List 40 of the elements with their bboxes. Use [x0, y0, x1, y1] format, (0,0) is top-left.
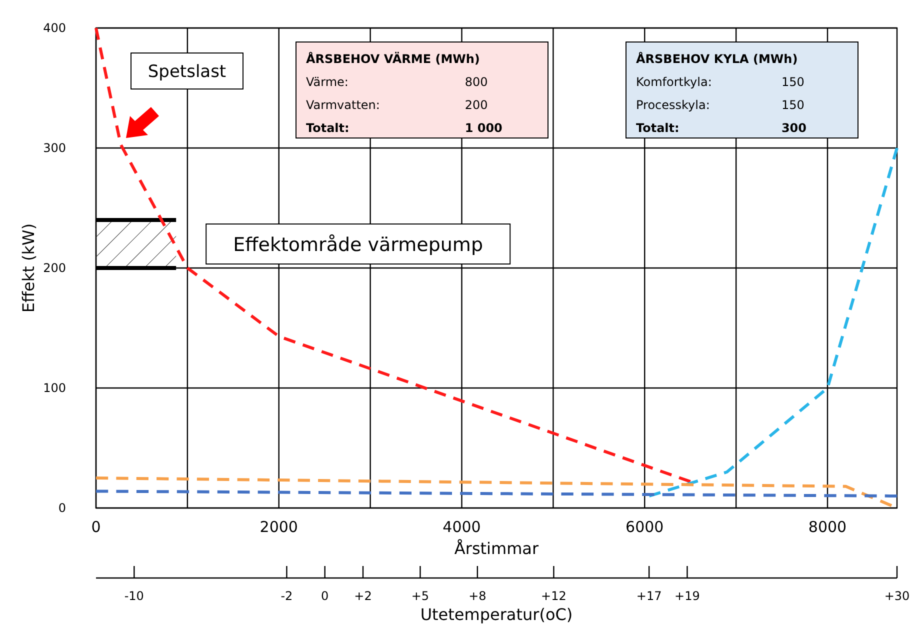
annotation: Varmvatten:	[306, 98, 380, 112]
x2-tick-label: +2	[354, 589, 372, 603]
x-axis-title: Årstimmar	[454, 539, 539, 558]
x2-tick-label: +8	[468, 589, 486, 603]
x2-tick-label: +17	[636, 589, 662, 603]
y-tick-label: 400	[43, 21, 66, 35]
annotation: Spetslast	[148, 62, 226, 82]
x-tick-label: 2000	[260, 518, 298, 536]
annotation: 800	[464, 75, 488, 89]
annotation: 200	[464, 98, 488, 112]
line-series	[648, 146, 898, 498]
x2-axis-title: Utetemperatur(oC)	[420, 605, 573, 624]
x-tick-label: 8000	[808, 518, 847, 536]
y-tick-label: 300	[43, 141, 66, 155]
annotation: ÅRSBEHOV VÄRME (MWh)	[306, 51, 480, 66]
annotation: Totalt:	[636, 121, 680, 135]
y-axis-title: Effekt (kW)	[19, 223, 38, 313]
annotation: Värme:	[306, 75, 348, 89]
annotation: 1 000	[464, 121, 502, 135]
annotation: ÅRSBEHOV KYLA (MWh)	[636, 51, 798, 66]
x2-tick-label: +12	[541, 589, 566, 603]
x2-tick-label: -10	[124, 589, 144, 603]
x2-tick-label: +30	[884, 589, 910, 603]
x2-tick-label: +5	[411, 589, 430, 603]
annotation: Komfortkyla:	[636, 75, 712, 89]
annotation: 150	[781, 98, 804, 112]
x-tick-label: 0	[91, 518, 101, 536]
annotation: Totalt:	[306, 121, 350, 135]
x2-tick-label: -2	[280, 589, 293, 603]
band-label: Effektområde värmepump	[233, 234, 484, 256]
annotation: Processkyla:	[636, 98, 710, 112]
annotation: 300	[781, 121, 807, 135]
y-tick-label: 0	[58, 501, 66, 515]
y-tick-label: 100	[43, 381, 66, 395]
annotation: 150	[781, 75, 804, 89]
x2-tick-label: 0	[321, 589, 329, 603]
x-tick-label: 4000	[442, 518, 481, 536]
x2-tick-label: +19	[674, 589, 700, 603]
y-tick-label: 200	[43, 261, 66, 275]
x-tick-label: 6000	[626, 518, 664, 536]
